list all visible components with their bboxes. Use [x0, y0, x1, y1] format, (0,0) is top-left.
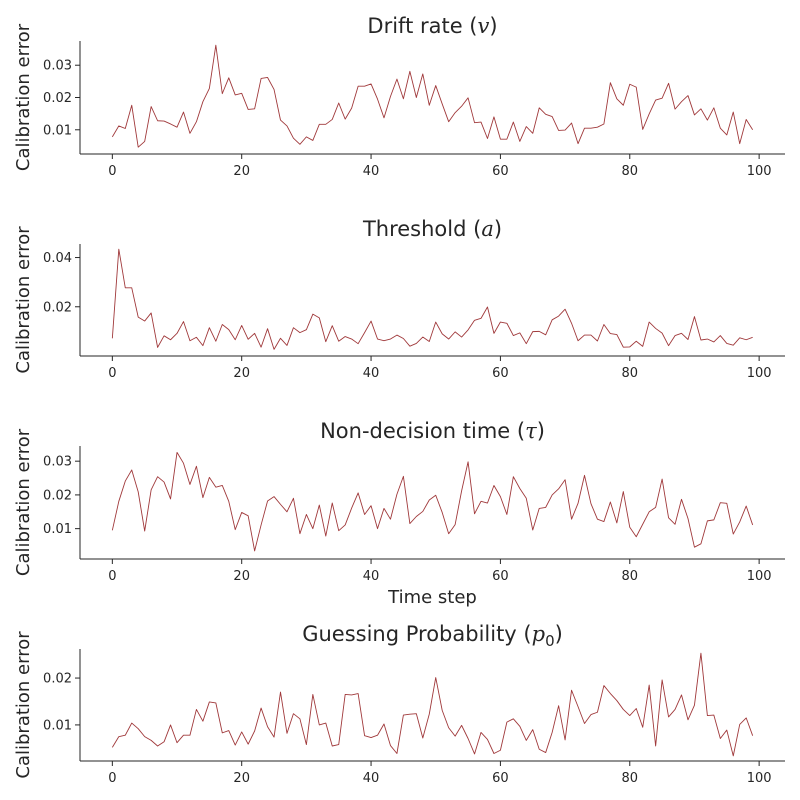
chart-panel-4: Guessing Probability (p0)0 20 40 60 80 1000.0…	[13, 622, 785, 786]
x-tick-label: 40	[363, 771, 380, 786]
x-tick-label: 100	[747, 771, 772, 786]
x-tick-label: 80	[621, 366, 638, 381]
y-tick-label: 0.02	[43, 300, 72, 315]
x-tick-label: 0	[108, 164, 116, 179]
x-tick-label: 0	[108, 569, 116, 584]
chart-title-close: )	[489, 14, 497, 38]
series-line-1	[111, 248, 753, 350]
chart-title-text: Drift rate (	[367, 14, 477, 38]
y-tick-label: 0.01	[43, 123, 72, 138]
y-tick-label: 0.04	[43, 251, 72, 266]
x-tick-label: 20	[233, 771, 250, 786]
x-tick-label: 100	[747, 366, 772, 381]
x-tick-label: 20	[233, 569, 250, 584]
x-tick-label: 0	[108, 366, 116, 381]
chart-title-text: Guessing Probability (	[302, 622, 531, 646]
y-axis-label: Calibration error	[13, 226, 34, 374]
chart-title-close: )	[494, 217, 502, 241]
y-tick-label: 0.02	[43, 91, 72, 106]
chart-title-symbol: p	[532, 622, 545, 646]
chart-title-symbol-subscript: 0	[545, 632, 555, 650]
chart-title-symbol: v	[478, 14, 490, 38]
x-tick-label: 60	[492, 771, 509, 786]
y-axis-label: Calibration error	[13, 428, 34, 576]
series-line-1	[111, 451, 754, 552]
x-tick-label: 40	[363, 569, 380, 584]
chart-title-symbol: a	[481, 217, 494, 241]
chart-title: Threshold (a)	[362, 217, 502, 241]
x-tick-label: 20	[233, 164, 250, 179]
x-tick-label: 100	[747, 569, 772, 584]
x-tick-label: 60	[492, 366, 509, 381]
x-tick-label: 40	[363, 164, 380, 179]
x-tick-label: 60	[492, 569, 509, 584]
x-tick-label: 40	[363, 366, 380, 381]
chart-title-text: Non-decision time (	[320, 419, 525, 443]
chart-title-text: Threshold (	[362, 217, 481, 241]
y-tick-label: 0.03	[43, 455, 72, 470]
y-tick-label: 0.01	[43, 522, 72, 537]
chart-title-close: )	[537, 419, 545, 443]
x-tick-label: 80	[621, 771, 638, 786]
chart-title: Non-decision time (τ)	[320, 419, 545, 443]
series-line-1	[111, 44, 754, 148]
x-tick-label: 60	[492, 164, 509, 179]
y-axis-label: Calibration error	[13, 23, 34, 171]
y-tick-label: 0.02	[43, 488, 72, 503]
chart-title-close: )	[555, 622, 563, 646]
x-tick-label: 20	[233, 366, 250, 381]
chart-panel-1: Drift rate (v) 0 20 40 60 80 100 0.01 0.02 0.03 Ca…	[13, 14, 785, 179]
series-line-1	[111, 652, 754, 757]
y-axis-label: Calibration error	[13, 631, 34, 779]
x-tick-label: 80	[621, 164, 638, 179]
chart-title: Guessing Probability (p0)	[302, 622, 563, 650]
chart-title-symbol: τ	[525, 419, 537, 443]
chart-panel-3: Non-decision time (τ) 0 20 40 60 80 100 0.01 0.0…	[13, 419, 785, 608]
y-tick-label: 0.02	[43, 672, 72, 687]
y-tick-label: 0.01	[43, 718, 72, 733]
x-tick-label: 100	[747, 164, 772, 179]
x-tick-label: 0	[108, 771, 116, 786]
chart-title: Drift rate (v)	[367, 14, 497, 38]
x-tick-label: 80	[621, 569, 638, 584]
x-axis-label: Time step	[387, 587, 477, 608]
y-tick-label: 0.03	[43, 59, 72, 74]
chart-panel-2: Threshold (a) 0 20 40 60 80 100 0.02 0.04 Calibra…	[13, 217, 785, 381]
